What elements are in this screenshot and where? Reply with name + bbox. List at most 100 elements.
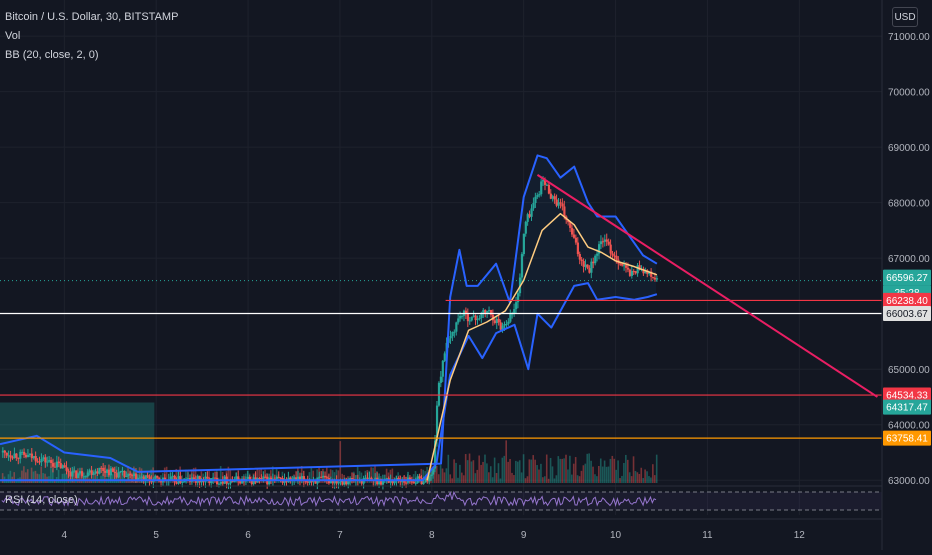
candle-body[interactable] [127, 473, 130, 477]
candle-body[interactable] [524, 221, 527, 234]
candle-body[interactable] [486, 311, 489, 314]
candle-body[interactable] [588, 268, 591, 273]
candle-body[interactable] [347, 481, 350, 485]
candle-body[interactable] [484, 310, 487, 314]
bollinger-basis[interactable] [426, 212, 658, 481]
candle-body[interactable] [173, 475, 176, 483]
symbol-title[interactable]: Bitcoin / U.S. Dollar, 30, BITSTAMP [5, 11, 179, 23]
candle-body[interactable] [470, 316, 473, 321]
candle-body[interactable] [488, 309, 491, 312]
candle-body[interactable] [555, 199, 558, 206]
candle-body[interactable] [308, 481, 311, 483]
candle-body[interactable] [569, 222, 572, 228]
candle-body[interactable] [574, 237, 578, 243]
candle-body[interactable] [520, 254, 524, 278]
candle-body[interactable] [32, 456, 35, 459]
candle-body[interactable] [50, 460, 53, 464]
candle-body[interactable] [366, 477, 369, 479]
candle-body[interactable] [567, 220, 570, 223]
candle-body[interactable] [61, 465, 64, 469]
candle-body[interactable] [320, 476, 323, 478]
candle-body[interactable] [123, 471, 126, 477]
candle-body[interactable] [557, 202, 560, 206]
candle-body[interactable] [497, 318, 500, 323]
candle-body[interactable] [154, 475, 157, 479]
candle-body[interactable] [553, 196, 556, 200]
candle-body[interactable] [125, 476, 128, 478]
candle-body[interactable] [559, 202, 562, 204]
candle-body[interactable] [650, 271, 653, 277]
candle-body[interactable] [466, 313, 470, 322]
candle-body[interactable] [599, 241, 603, 245]
candle-body[interactable] [453, 331, 456, 333]
candle-body[interactable] [314, 480, 317, 484]
candle-body[interactable] [100, 467, 103, 469]
candle-body[interactable] [133, 473, 136, 477]
candle-body[interactable] [576, 242, 579, 255]
candle-body[interactable] [73, 470, 76, 472]
candle-body[interactable] [144, 475, 147, 480]
candle-body[interactable] [455, 322, 458, 332]
candle-body[interactable] [15, 453, 18, 458]
candle-body[interactable] [424, 476, 427, 483]
candle-body[interactable] [652, 276, 655, 278]
candle-body[interactable] [561, 203, 564, 207]
candle-body[interactable] [67, 470, 70, 473]
candle-body[interactable] [601, 241, 605, 243]
range-box[interactable] [0, 402, 155, 484]
candle-body[interactable] [260, 478, 263, 480]
candle-body[interactable] [94, 471, 97, 474]
candle-body[interactable] [248, 476, 251, 480]
candle-body[interactable] [134, 473, 138, 482]
candle-body[interactable] [324, 475, 327, 478]
candle-body[interactable] [503, 324, 506, 326]
candle-body[interactable] [378, 478, 381, 485]
candle-body[interactable] [304, 481, 307, 483]
candle-body[interactable] [381, 480, 385, 485]
candle-body[interactable] [642, 268, 645, 274]
candle-body[interactable] [198, 476, 201, 483]
candle-body[interactable] [351, 478, 354, 480]
candle-body[interactable] [410, 481, 414, 483]
candle-body[interactable] [501, 325, 504, 330]
candle-body[interactable] [403, 481, 406, 483]
candle-body[interactable] [634, 271, 637, 274]
candle-body[interactable] [1, 450, 5, 453]
candle-body[interactable] [233, 481, 236, 483]
candle-body[interactable] [107, 469, 111, 476]
candle-body[interactable] [368, 477, 371, 479]
candle-body[interactable] [443, 353, 446, 361]
candle-body[interactable] [175, 482, 178, 484]
candle-body[interactable] [461, 315, 464, 317]
candle-body[interactable] [229, 480, 232, 484]
candle-body[interactable] [106, 469, 109, 473]
candle-body[interactable] [536, 195, 539, 197]
candle-body[interactable] [623, 265, 626, 267]
candle-body[interactable] [109, 468, 113, 476]
candle-body[interactable] [335, 479, 338, 484]
rsi-legend[interactable]: RSI (14, close) [5, 494, 78, 506]
candle-body[interactable] [312, 480, 315, 482]
candle-body[interactable] [146, 475, 149, 477]
candle-body[interactable] [598, 244, 601, 254]
candle-body[interactable] [534, 196, 537, 203]
candle-body[interactable] [80, 471, 84, 477]
candle-body[interactable] [46, 461, 49, 463]
candle-body[interactable] [397, 478, 400, 480]
candle-body[interactable] [341, 480, 344, 485]
candle-body[interactable] [439, 376, 443, 383]
candle-body[interactable] [636, 265, 639, 274]
candle-body[interactable] [181, 481, 184, 483]
candle-body[interactable] [53, 466, 57, 468]
candle-body[interactable] [472, 315, 475, 317]
candle-body[interactable] [77, 473, 80, 478]
candle-body[interactable] [379, 478, 383, 485]
candle-body[interactable] [572, 234, 576, 238]
candle-body[interactable] [302, 476, 306, 482]
candle-body[interactable] [140, 476, 143, 478]
candle-body[interactable] [594, 255, 597, 264]
candle-body[interactable] [412, 481, 415, 484]
candle-body[interactable] [298, 476, 302, 480]
candle-body[interactable] [437, 382, 441, 406]
candle-body[interactable] [611, 253, 614, 256]
